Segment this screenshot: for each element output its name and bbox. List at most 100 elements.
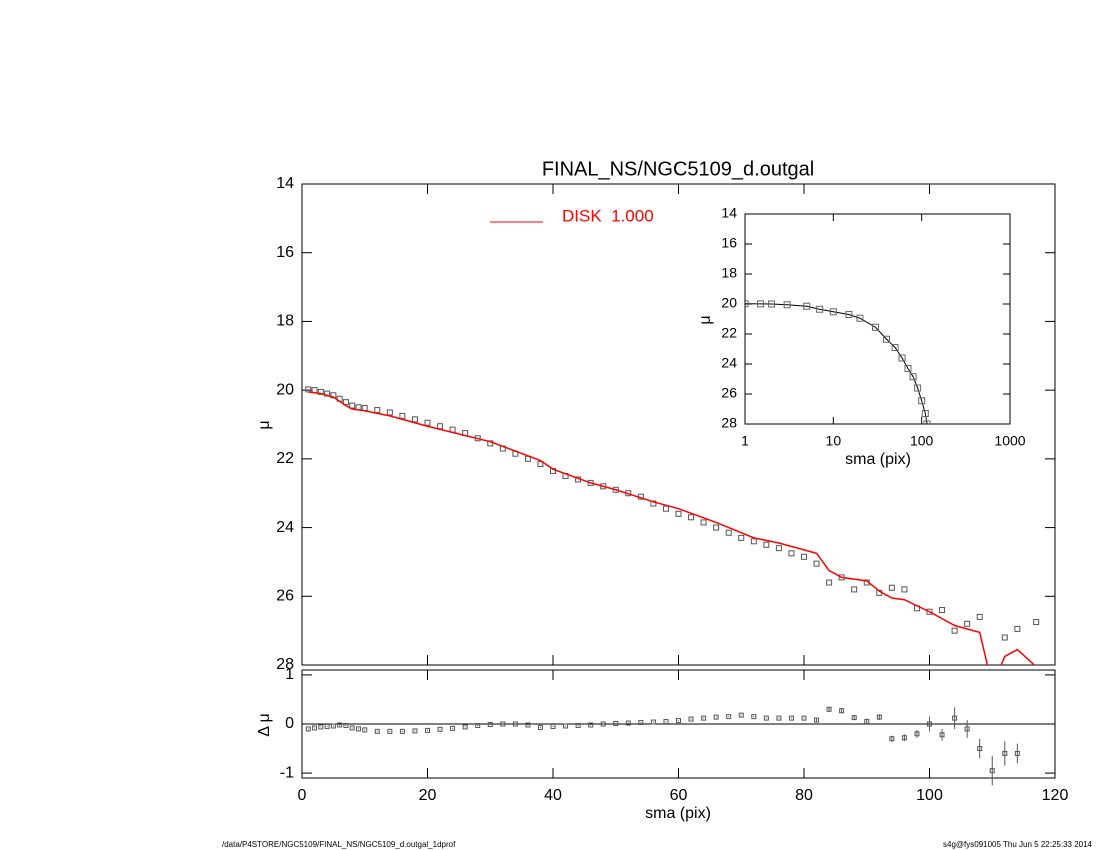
data-point bbox=[349, 402, 356, 409]
data-point bbox=[355, 726, 361, 732]
y-tick-label: 24 bbox=[721, 355, 737, 371]
data-point bbox=[412, 728, 418, 734]
data-point bbox=[898, 354, 906, 362]
footer-left: /data/P4STORE/NGC5109/FINAL_NS/NGC5109_d… bbox=[222, 840, 456, 849]
data-point bbox=[500, 721, 506, 727]
data-point bbox=[700, 519, 707, 526]
data-point bbox=[563, 723, 569, 729]
data-point bbox=[939, 607, 946, 614]
data-point bbox=[829, 308, 837, 316]
data-point bbox=[537, 461, 544, 468]
data-point bbox=[425, 727, 430, 733]
data-point bbox=[324, 723, 330, 729]
data-point bbox=[768, 300, 776, 308]
data-point bbox=[386, 409, 393, 416]
data-point bbox=[588, 722, 594, 728]
x-axis-label: sma (pix) bbox=[845, 451, 911, 468]
data-point bbox=[901, 586, 908, 593]
data-point bbox=[845, 311, 853, 318]
data-point bbox=[613, 721, 619, 727]
data-point bbox=[757, 300, 765, 308]
data-point bbox=[1033, 619, 1040, 626]
data-point bbox=[675, 510, 682, 517]
x-tick-label: 100 bbox=[916, 787, 943, 804]
x-tick-label: 0 bbox=[298, 787, 307, 804]
data-point bbox=[750, 538, 757, 545]
y-tick-label: 28 bbox=[276, 656, 294, 673]
data-point bbox=[826, 579, 833, 586]
legend-label: DISK 1.000 bbox=[562, 206, 654, 225]
x-tick-label: 100 bbox=[910, 433, 934, 449]
data-point bbox=[851, 715, 857, 721]
footer-right: s4g@fys091005 Thu Jun 5 22:25:33 2014 bbox=[943, 840, 1093, 849]
data-point bbox=[600, 721, 606, 727]
data-point bbox=[362, 727, 368, 733]
data-point bbox=[399, 412, 406, 419]
data-point bbox=[976, 613, 983, 620]
data-point bbox=[437, 423, 444, 430]
data-point bbox=[977, 746, 983, 752]
data-point bbox=[550, 723, 556, 729]
data-point bbox=[487, 721, 493, 727]
data-point bbox=[839, 708, 845, 714]
y-tick-label: 16 bbox=[276, 244, 294, 261]
y-tick-label: 24 bbox=[276, 519, 294, 536]
data-point bbox=[923, 420, 931, 424]
data-point bbox=[927, 721, 932, 727]
data-point bbox=[512, 721, 518, 727]
data-point bbox=[783, 301, 791, 309]
y-axis-label: μ bbox=[697, 315, 714, 324]
data-point bbox=[1001, 634, 1008, 641]
y-tick-label: 28 bbox=[721, 415, 737, 431]
data-point bbox=[337, 722, 343, 728]
data-point bbox=[763, 541, 770, 548]
data-point bbox=[361, 405, 368, 412]
data-point bbox=[342, 399, 349, 406]
data-point bbox=[901, 735, 907, 741]
x-tick-label: 20 bbox=[419, 787, 437, 804]
x-tick-label: 120 bbox=[1042, 787, 1069, 804]
data-point bbox=[964, 620, 971, 627]
data-point bbox=[918, 397, 926, 405]
x-tick-label: 60 bbox=[670, 787, 688, 804]
plot-area bbox=[305, 706, 1020, 786]
data-point bbox=[625, 720, 631, 726]
data-point bbox=[688, 514, 695, 521]
data-point bbox=[914, 384, 922, 392]
data-point bbox=[738, 712, 744, 718]
data-point bbox=[324, 390, 331, 397]
data-point bbox=[738, 534, 745, 541]
data-point bbox=[399, 728, 405, 734]
data-point bbox=[312, 725, 318, 731]
x-tick-label: 40 bbox=[544, 787, 562, 804]
data-point bbox=[990, 697, 995, 702]
data-point bbox=[450, 725, 456, 731]
data-point bbox=[713, 524, 720, 531]
data-point bbox=[1002, 750, 1008, 756]
data-point bbox=[788, 715, 794, 721]
data-point bbox=[1014, 625, 1021, 632]
data-point bbox=[871, 323, 879, 331]
data-point bbox=[663, 719, 669, 725]
data-point bbox=[763, 715, 769, 721]
data-point bbox=[437, 726, 443, 732]
data-point bbox=[989, 768, 995, 774]
data-point bbox=[816, 305, 824, 313]
data-point bbox=[801, 715, 807, 721]
data-point bbox=[475, 722, 481, 728]
data-point bbox=[650, 719, 656, 725]
y-tick-label: 0 bbox=[285, 715, 294, 732]
data-point bbox=[952, 715, 958, 721]
y-tick-label: 22 bbox=[721, 325, 737, 341]
data-point bbox=[864, 719, 870, 725]
data-point bbox=[374, 728, 380, 734]
data-point bbox=[688, 716, 694, 722]
data-point bbox=[638, 720, 644, 726]
data-point bbox=[462, 724, 468, 730]
data-point bbox=[856, 314, 864, 322]
y-tick-label: -1 bbox=[280, 764, 294, 781]
data-point bbox=[330, 723, 336, 729]
y-tick-label: 14 bbox=[721, 205, 737, 221]
x-tick-label: 1000 bbox=[994, 433, 1025, 449]
